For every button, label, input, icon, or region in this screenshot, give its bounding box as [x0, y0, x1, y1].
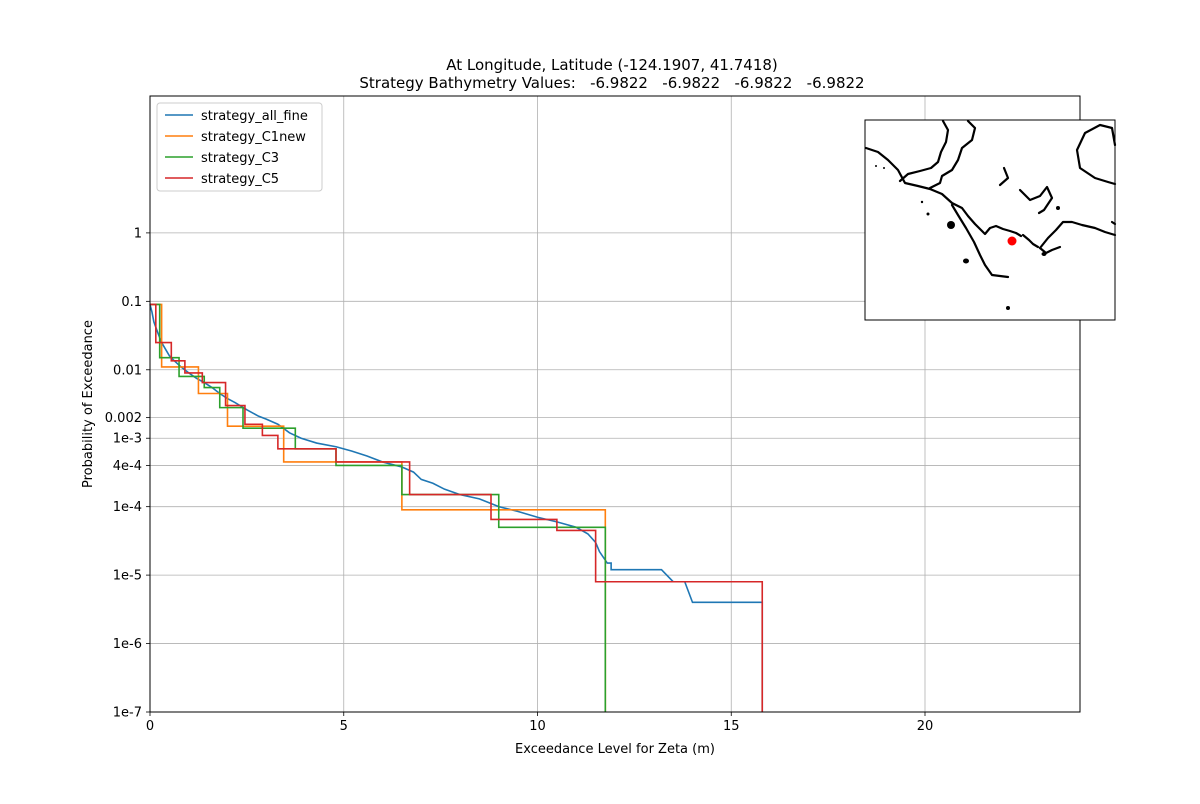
island — [1006, 306, 1010, 310]
x-tick-layer: 0 5 10 15 20 — [146, 712, 933, 734]
y-tick-label: 0.002 — [105, 411, 142, 426]
y-tick-layer: 1 0.1 0.01 0.002 1e-3 4e-4 1e-4 1e-5 1e-6 1e-7 — [105, 226, 150, 721]
island — [1056, 206, 1060, 210]
coastline-segment — [1018, 185, 1054, 215]
island — [963, 258, 969, 264]
legend-label-strategy-c1new: strategy_C1new — [201, 130, 306, 145]
x-tick-label: 5 — [340, 719, 348, 734]
y-tick-label: 1e-3 — [113, 432, 142, 447]
island — [920, 200, 924, 204]
x-tick-label: 20 — [917, 719, 934, 734]
coastline-segment — [1021, 233, 1040, 249]
island — [926, 212, 930, 216]
x-tick-label: 0 — [146, 719, 154, 734]
legend: strategy_all_fine strategy_C1new strateg… — [156, 102, 323, 192]
coastline-segment — [1075, 123, 1117, 186]
x-tick-label: 15 — [723, 719, 740, 734]
coastline-segment — [1038, 220, 1117, 250]
y-tick-label: 1e-6 — [113, 637, 142, 652]
y-tick-label: 1 — [134, 226, 142, 241]
plot-frame — [149, 95, 1081, 713]
y-axis-label: Probability of Exceedance — [81, 320, 96, 488]
series-line-strategy-c5 — [150, 303, 764, 712]
coastline-segment — [1038, 245, 1062, 255]
coastline-segment — [864, 146, 1023, 238]
x-tick-label: 10 — [529, 719, 546, 734]
coastline — [864, 119, 1117, 279]
series-line-strategy-c1new — [150, 303, 607, 712]
legend-label-strategy-c5: strategy_C5 — [201, 172, 279, 187]
chart-subtitle: Strategy Bathymetry Values: -6.9822 -6.9… — [359, 74, 864, 92]
location-marker — [1007, 236, 1017, 246]
y-tick-label: 0.1 — [121, 295, 142, 310]
coastline-segment — [950, 203, 1010, 279]
island — [1041, 252, 1047, 256]
y-tick-label: 0.01 — [113, 363, 142, 378]
island — [875, 165, 877, 167]
x-axis-label: Exceedance Level for Zeta (m) — [515, 742, 715, 757]
y-tick-label: 4e-4 — [113, 459, 142, 474]
inset-map — [864, 119, 1117, 321]
legend-label-strategy-all-fine: strategy_all_fine — [201, 109, 308, 124]
island — [947, 221, 955, 229]
coastline-segment — [928, 119, 977, 190]
inset-map-frame — [864, 119, 1116, 321]
legend-label-strategy-c3: strategy_C3 — [201, 151, 279, 166]
island — [883, 167, 885, 169]
coastline-segment — [1110, 220, 1117, 226]
coastline-segment — [898, 119, 950, 183]
y-tick-label: 1e-7 — [113, 706, 142, 721]
y-tick-label: 1e-4 — [113, 500, 142, 515]
coastline-islands — [875, 165, 1060, 310]
y-tick-label: 1e-5 — [113, 569, 142, 584]
chart-title: At Longitude, Latitude (-124.1907, 41.74… — [446, 56, 778, 74]
coastline-segment — [998, 166, 1010, 187]
legend-box — [156, 102, 323, 192]
series-layer — [149, 303, 764, 712]
